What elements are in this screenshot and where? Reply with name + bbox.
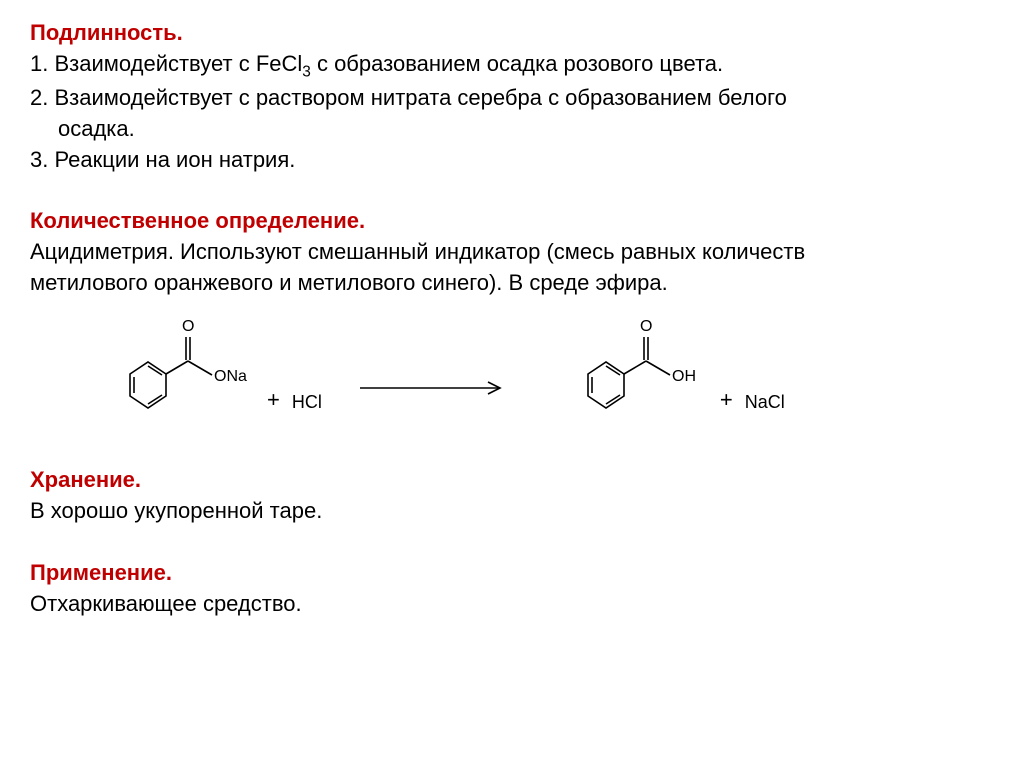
ona-label: ONa <box>214 368 247 385</box>
nacl-product: NaCl <box>745 392 785 413</box>
plus-left: + <box>263 387 284 413</box>
benzoic-acid-structure: O OH <box>548 309 708 439</box>
storage-heading: Хранение. <box>30 467 994 493</box>
oh-label: OH <box>672 368 696 385</box>
sodium-benzoate-structure: O ONa <box>90 309 255 439</box>
quantitative-line-1: Ацидиметрия. Используют смешанный индика… <box>30 238 994 267</box>
plus-right: + <box>716 387 737 413</box>
authenticity-item-2a: 2. Взаимодействует с раствором нитрата с… <box>30 84 994 113</box>
oxygen-label-2: O <box>640 318 652 335</box>
authenticity-item-3: 3. Реакции на ион натрия. <box>30 146 994 175</box>
storage-text: В хорошо укупоренной таре. <box>30 497 994 526</box>
quantitative-heading: Количественное определение. <box>30 208 994 234</box>
application-heading: Применение. <box>30 560 994 586</box>
item1-part-a: 1. Взаимодействует с FeCl <box>30 51 302 76</box>
authenticity-item-2b: осадка. <box>30 115 994 144</box>
hcl-reagent: HCl <box>292 392 322 413</box>
reaction-arrow <box>360 378 510 398</box>
authenticity-item-1: 1. Взаимодействует с FeCl3 с образование… <box>30 50 994 82</box>
quantitative-line-2: метилового оранжевого и метилового синег… <box>30 269 994 298</box>
item1-part-b: с образованием осадка розового цвета. <box>311 51 723 76</box>
oxygen-label: O <box>182 318 194 335</box>
chemical-reaction: O ONa + HCl O OH + NaCl <box>30 299 994 449</box>
item1-subscript: 3 <box>302 63 311 80</box>
application-text: Отхаркивающее средство. <box>30 590 994 619</box>
authenticity-heading: Подлинность. <box>30 20 994 46</box>
